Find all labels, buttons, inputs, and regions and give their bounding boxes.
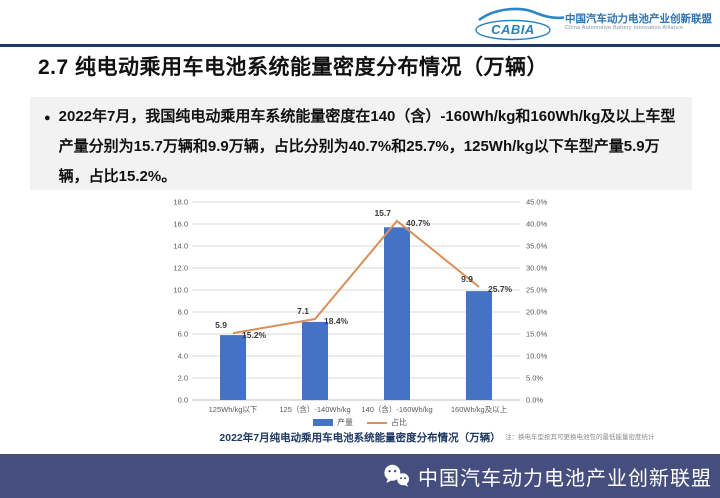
line-value-label: 25.7% (488, 284, 513, 294)
bar-产量 (302, 321, 328, 400)
right-axis-tick: 30.0% (526, 264, 548, 273)
cabia-logo-mark: CABIA (475, 7, 565, 40)
x-axis-label: 125Wh/kg以下 (209, 405, 258, 414)
chart-title: 2022年7月纯电动乘用车电池系统能量密度分布情况（万辆） (219, 432, 501, 444)
left-axis-tick: 4.0 (178, 352, 188, 361)
bar-series-swatch (313, 419, 333, 426)
summary-text: 2022年7月，我国纯电动乘用车系统能量密度在140（含）-160Wh/kg和1… (58, 108, 676, 185)
bar-产量 (466, 291, 492, 400)
right-axis-tick: 15.0% (526, 330, 548, 339)
right-axis-tick: 20.0% (526, 308, 548, 317)
page-title: 2.7 纯电动乘用车电池系统能量密度分布情况（万辆） (38, 56, 549, 79)
header: CABIA 中国汽车动力电池产业创新联盟 China Automotive Ba… (0, 0, 720, 45)
summary-box: ● 2022年7月，我国纯电动乘用车系统能量密度在140（含）-160Wh/kg… (30, 97, 692, 190)
left-axis-tick: 2.0 (178, 374, 188, 383)
combo-chart-canvas: 0.0 2.0 4.0 6.0 8.0 10.0 12.0 14.0 16.0 18.0 0.0% 5… (173, 198, 548, 414)
line-series-swatch (367, 421, 387, 424)
chart-legend: 产量 占比 (150, 417, 570, 428)
chart: 0.0 2.0 4.0 6.0 8.0 10.0 12.0 14.0 16.0 18.0 0.0% 5… (150, 197, 715, 447)
legend-item-production: 产量 (313, 417, 353, 428)
left-axis-tick: 8.0 (178, 308, 188, 317)
right-axis-tick: 5.0% (526, 374, 543, 383)
left-axis-tick: 16.0 (173, 220, 188, 229)
left-axis-tick: 10.0 (173, 286, 188, 295)
right-axis-tick: 40.0% (526, 220, 548, 229)
left-axis-tick: 12.0 (173, 264, 188, 273)
line-value-label: 15.2% (242, 330, 267, 340)
car-swoosh-icon (478, 7, 565, 21)
org-name-cn: 中国汽车动力电池产业创新联盟 (565, 13, 712, 26)
bar-产量 (384, 227, 410, 400)
bar-产量 (220, 335, 246, 400)
bar-value-label: 7.1 (297, 306, 309, 316)
header-divider (0, 44, 720, 47)
bar-value-label: 5.9 (215, 320, 227, 330)
footer-org-name: 中国汽车动力电池产业创新联盟 (418, 467, 712, 490)
legend-item-share: 占比 (367, 417, 407, 428)
legend-label-share: 占比 (391, 418, 407, 427)
cabia-logo: CABIA (473, 5, 565, 41)
right-axis-tick: 0.0% (526, 396, 543, 405)
left-axis-tick: 6.0 (178, 330, 188, 339)
right-axis-tick: 45.0% (526, 198, 548, 207)
right-axis-tick: 25.0% (526, 286, 548, 295)
legend-label-production: 产量 (337, 418, 353, 427)
chart-footnote: 注：换电车型按其可更换电池包的最低能量密度统计 (505, 434, 655, 441)
line-value-label: 40.7% (406, 218, 431, 228)
cabia-logo-text: CABIA (491, 22, 535, 37)
bar-value-label: 15.7 (374, 208, 391, 218)
left-axis-tick: 0.0 (178, 396, 188, 405)
bullet-icon: ● (44, 112, 51, 124)
trend-line (232, 219, 480, 335)
org-name-block: 中国汽车动力电池产业创新联盟 China Automotive Battery … (565, 13, 712, 31)
wechat-icon (384, 464, 409, 487)
x-axis-label: 160Wh/kg及以上 (451, 405, 508, 414)
left-axis-tick: 18.0 (173, 198, 188, 207)
bar-value-label: 9.9 (461, 274, 473, 284)
left-axis-tick: 14.0 (173, 242, 188, 251)
footer: 中国汽车动力电池产业创新联盟 (0, 454, 720, 498)
right-axis-tick: 35.0% (526, 242, 548, 251)
x-axis-label: 125（含）-140Wh/kg (279, 404, 350, 414)
org-name-en: China Automotive Battery Innovation Alli… (565, 25, 684, 32)
x-axis-label: 140（含）-160Wh/kg (361, 404, 432, 414)
line-value-label: 18.4% (324, 316, 349, 326)
right-axis-tick: 10.0% (526, 352, 548, 361)
